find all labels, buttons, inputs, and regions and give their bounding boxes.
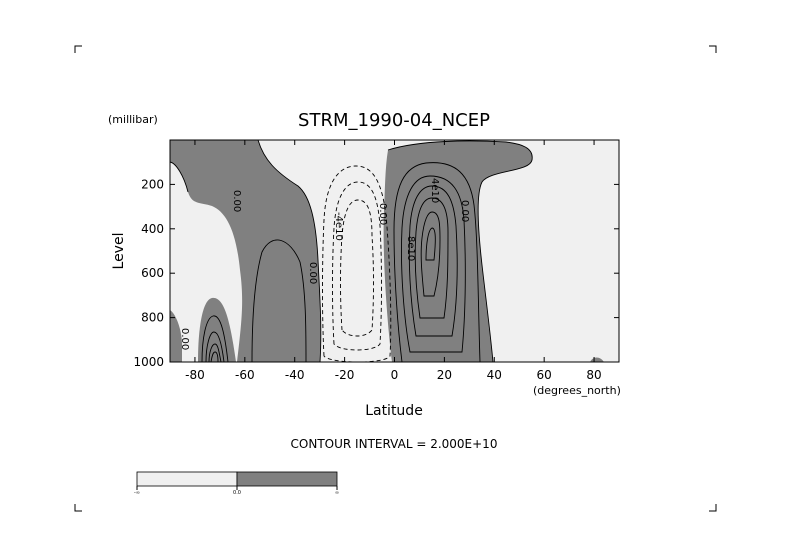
- y-tick-label: 200: [141, 177, 164, 191]
- y-units-label: (millibar): [108, 113, 158, 126]
- contour-label: 0.00: [231, 190, 242, 212]
- x-tick-label: -80: [185, 368, 205, 382]
- x-tick-label: -40: [285, 368, 305, 382]
- colorbar-negative-swatch: [136, 471, 238, 487]
- contour-label: 8e10: [405, 236, 416, 261]
- x-tick-label: 20: [437, 368, 452, 382]
- corner-marks: [74, 45, 717, 512]
- chart-title: STRM_1990-04_NCEP: [298, 110, 490, 131]
- colorbar-label: 0.0: [233, 490, 241, 496]
- colorbar: -∞ 0.0 ∞: [134, 471, 339, 496]
- y-tick-label: 400: [141, 222, 164, 236]
- y-tick-label: 800: [141, 311, 164, 325]
- x-units-label: (degrees_north): [533, 384, 621, 397]
- x-axis-title: Latitude: [365, 403, 423, 419]
- positive-region-south-midlat: [170, 140, 321, 362]
- contour-label: 0.00: [377, 203, 388, 225]
- x-tick-label: 60: [537, 368, 552, 382]
- x-tick-label: 80: [586, 368, 601, 382]
- y-tick-label: 600: [141, 266, 164, 280]
- x-tick-label: 40: [487, 368, 502, 382]
- contour-label: 0.00: [307, 262, 318, 284]
- y-tick-label: 1000: [133, 355, 164, 369]
- x-tick-label: 0: [391, 368, 399, 382]
- colorbar-positive-swatch: [236, 471, 338, 487]
- positive-contours: [170, 140, 533, 362]
- contour-label: 4e10: [429, 178, 440, 203]
- contour-label: 0.00: [459, 200, 470, 222]
- negative-contours: [322, 165, 392, 362]
- colorbar-label: ∞: [335, 490, 339, 496]
- x-tick-label: -60: [235, 368, 255, 382]
- x-axis: -80 -60 -40 -20 0 20 40 60 80: [185, 140, 602, 382]
- y-axis: 200 400 600 800 1000: [133, 177, 619, 369]
- y-axis-title: Level: [111, 233, 127, 270]
- contour-interval-note: CONTOUR INTERVAL = 2.000E+10: [291, 437, 498, 451]
- contour-labels: 0.00 0.00 0.00 0.00 0.00 -4e10 4e10 8e10: [179, 178, 470, 350]
- positive-region-north-polar: [590, 357, 604, 362]
- contour-label: 0.00: [179, 328, 190, 350]
- x-tick-label: -20: [335, 368, 355, 382]
- contour-label: -4e10: [333, 212, 344, 241]
- colorbar-label: -∞: [134, 490, 140, 496]
- contour-field: 0.00 0.00 0.00 0.00 0.00 -4e10 4e10 8e10: [170, 140, 619, 362]
- positive-region-north: [383, 140, 533, 362]
- positive-region-south-lower: [170, 310, 182, 362]
